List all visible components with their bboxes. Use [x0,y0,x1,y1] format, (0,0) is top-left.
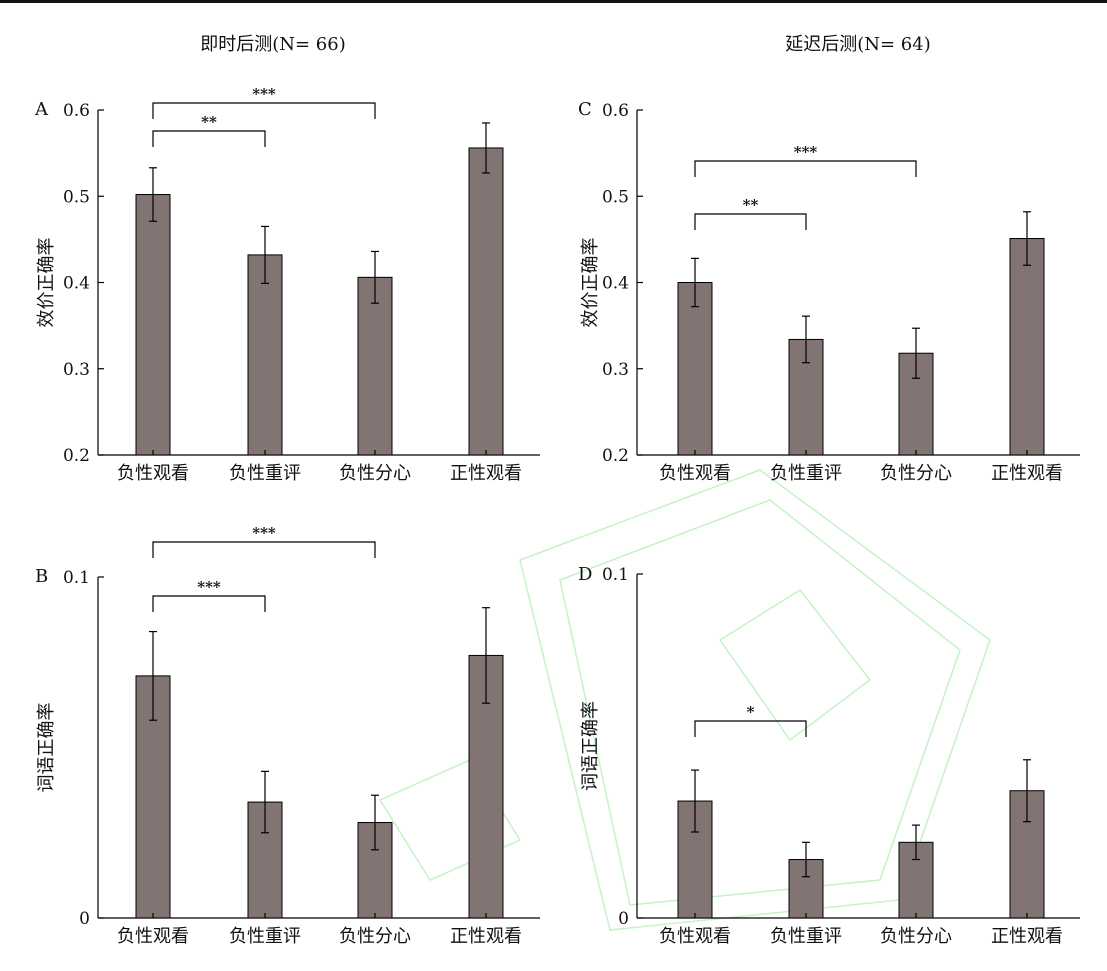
y-tick-label: 0.3 [63,360,90,380]
significance-bracket [694,213,807,230]
category-label: 负性观看 [659,926,731,947]
category-label: 负性分心 [880,463,952,484]
significance-label: ** [201,113,217,131]
column-title-immediate: 即时后测(N= 66) [200,34,346,55]
category-label: 负性观看 [117,463,189,484]
category-label: 负性分心 [339,463,411,484]
column-title-delayed: 延迟后测(N= 64) [785,34,931,55]
y-axis-title: 效价正确率 [36,238,57,328]
significance-label: *** [197,578,221,596]
category-label: 正性观看 [991,926,1063,947]
significance-bracket [152,541,376,558]
y-tick-label: 0.6 [63,101,90,121]
category-label: 负性观看 [117,926,189,947]
bar [247,254,283,456]
category-label: 负性分心 [339,926,411,947]
significance-label: ** [743,196,759,214]
category-label: 正性观看 [991,463,1063,484]
category-label: 负性观看 [659,463,731,484]
y-tick-label: 0.4 [602,274,629,294]
top-rule [0,0,1107,3]
significance-label: *** [252,524,276,542]
bar [677,282,713,456]
category-label: 正性观看 [450,463,522,484]
y-tick-label: 0.6 [602,101,629,121]
y-tick-label: 0.4 [63,274,90,294]
category-label: 负性重评 [229,463,301,484]
category-label: 负性重评 [770,926,842,947]
y-tick-label: 0.5 [63,187,90,207]
bar [135,194,171,456]
significance-bracket [152,595,266,612]
significance-bracket [694,160,917,177]
y-tick-label: 0.1 [63,568,90,588]
category-label: 负性重评 [770,463,842,484]
category-label: 负性重评 [229,926,301,947]
significance-bracket [152,102,376,119]
panel-letter: B [35,566,48,587]
category-label: 负性分心 [880,926,952,947]
y-axis-title: 词语正确率 [36,703,57,793]
panel-letter: D [578,564,592,585]
watermark [378,469,991,931]
bar [1009,238,1045,456]
significance-bracket [694,720,807,737]
y-tick-label: 0.3 [602,360,629,380]
bar [357,276,393,456]
y-tick-label: 0 [618,909,629,929]
y-axis-title: 效价正确率 [580,238,601,328]
significance-bracket [152,130,266,147]
y-tick-label: 0.2 [63,446,90,466]
category-label: 正性观看 [450,926,522,947]
panel-letter: C [578,99,592,120]
panel-letter: A [34,99,49,120]
y-tick-label: 0.1 [602,565,629,585]
significance-label: * [747,703,755,721]
y-tick-label: 0.5 [602,187,629,207]
bar [468,147,504,456]
y-tick-label: 0.2 [602,446,629,466]
significance-label: *** [252,85,276,103]
y-axis-title: 词语正确率 [580,701,601,791]
y-tick-label: 0 [79,909,90,929]
significance-label: *** [794,143,818,161]
